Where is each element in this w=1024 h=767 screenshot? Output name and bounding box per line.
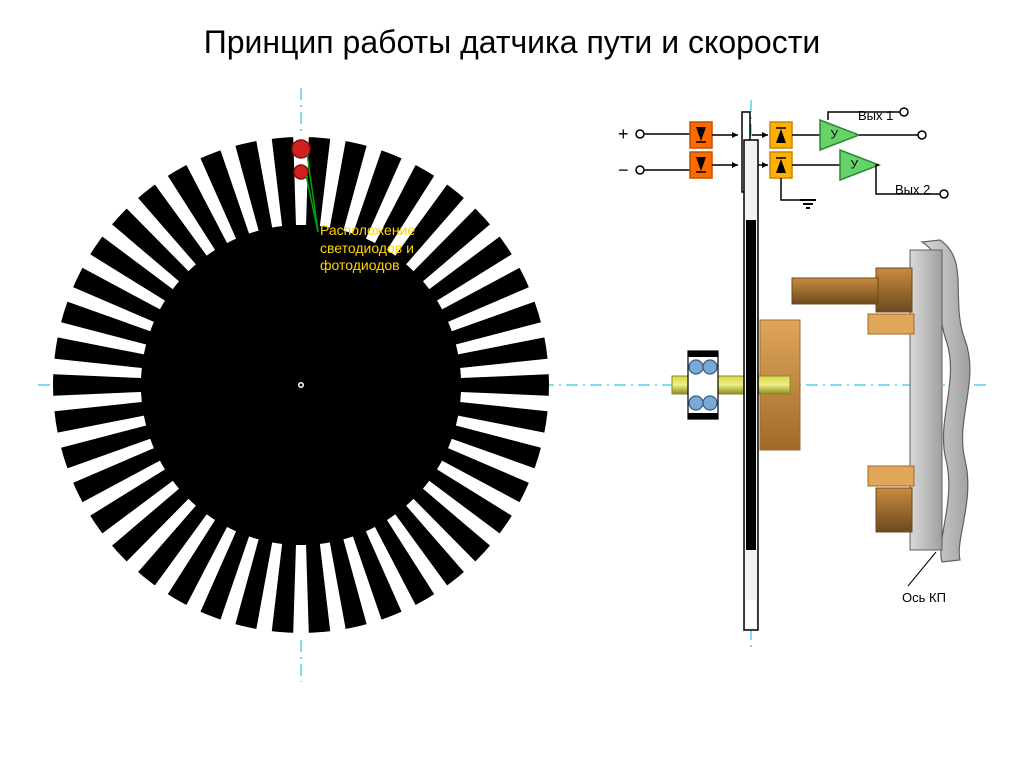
svg-text:У: У [831,128,839,142]
svg-text:У: У [851,158,859,172]
encoder-disk [51,135,551,635]
svg-text:−: − [618,160,629,180]
label-out1: Вых 1 [858,108,893,123]
side-view [672,140,970,630]
svg-text:+: + [618,124,629,144]
label-axis-kp: Ось КП [902,590,946,605]
annotation-sensor-location: Расположение светодиодов и фотодиодов [320,222,415,275]
label-out2: Вых 2 [895,182,930,197]
